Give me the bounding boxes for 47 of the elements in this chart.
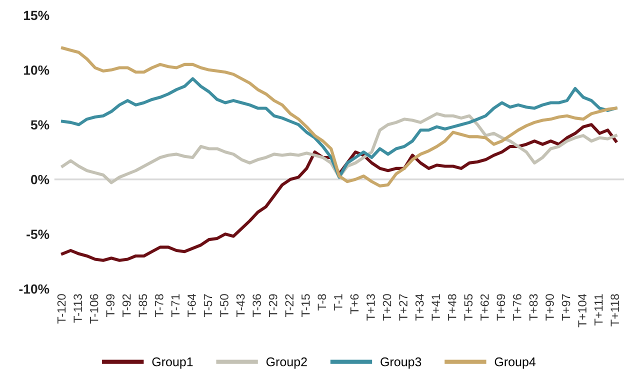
x-tick-label: T+27 — [399, 294, 408, 321]
x-tick-label: T-29 — [268, 294, 278, 318]
x-tick-label: T-57 — [204, 294, 212, 318]
x-tick-label: T+55 — [464, 294, 473, 321]
x-tick-label: T-85 — [138, 294, 148, 318]
legend-label: Group3 — [380, 357, 422, 369]
x-tick-label: T+83 — [529, 294, 538, 321]
line-series — [61, 46, 618, 188]
x-tick-label: T-1 — [334, 294, 342, 310]
x-tick-label: T-64 — [188, 294, 196, 318]
line-series — [61, 112, 618, 184]
x-tick-label: T+34 — [415, 294, 424, 321]
y-tick-label: -5% — [26, 230, 50, 239]
x-tick-label: T-106 — [90, 294, 98, 324]
x-tick-label: T+90 — [546, 294, 554, 321]
legend-label: Group1 — [152, 357, 193, 369]
y-tick-label: -10% — [19, 284, 50, 294]
x-tick-label: T+62 — [480, 294, 489, 321]
y-tick-label: 5% — [30, 120, 50, 130]
x-tick-label: T+111 — [594, 294, 603, 326]
x-tick-label: T+48 — [448, 294, 456, 321]
x-tick-label: T-8 — [318, 294, 326, 310]
x-tick-label: T-50 — [220, 294, 228, 318]
x-tick-label: T+69 — [496, 294, 506, 321]
x-tick-label: T-15 — [302, 294, 310, 318]
x-tick-label: T+20 — [382, 294, 392, 321]
x-tick-label: T-113 — [74, 294, 82, 323]
x-tick-label: T-92 — [122, 294, 131, 318]
x-tick-label: T-78 — [154, 294, 164, 318]
x-tick-label: T+76 — [513, 294, 522, 321]
x-tick-label: T-22 — [285, 294, 294, 318]
x-tick-label: T-71 — [171, 294, 180, 318]
x-tick-label: T-43 — [236, 294, 245, 318]
y-tick-label: 0% — [30, 174, 50, 184]
x-tick-label: T+41 — [432, 294, 440, 321]
y-tick-label: 15% — [24, 10, 50, 20]
y-tick-label: 10% — [24, 65, 50, 75]
x-tick-label: T-99 — [106, 294, 115, 318]
x-tick-label: T+6 — [350, 294, 359, 314]
legend-label: Group2 — [266, 357, 307, 369]
x-tick-label: T+13 — [366, 294, 375, 321]
legend-label: Group4 — [494, 357, 536, 369]
x-tick-label: T-36 — [252, 294, 261, 318]
x-tick-label: T+118 — [610, 294, 620, 326]
x-tick-label: T+104 — [578, 294, 586, 328]
x-tick-label: T-120 — [57, 294, 66, 324]
x-tick-label: T+97 — [562, 294, 570, 321]
